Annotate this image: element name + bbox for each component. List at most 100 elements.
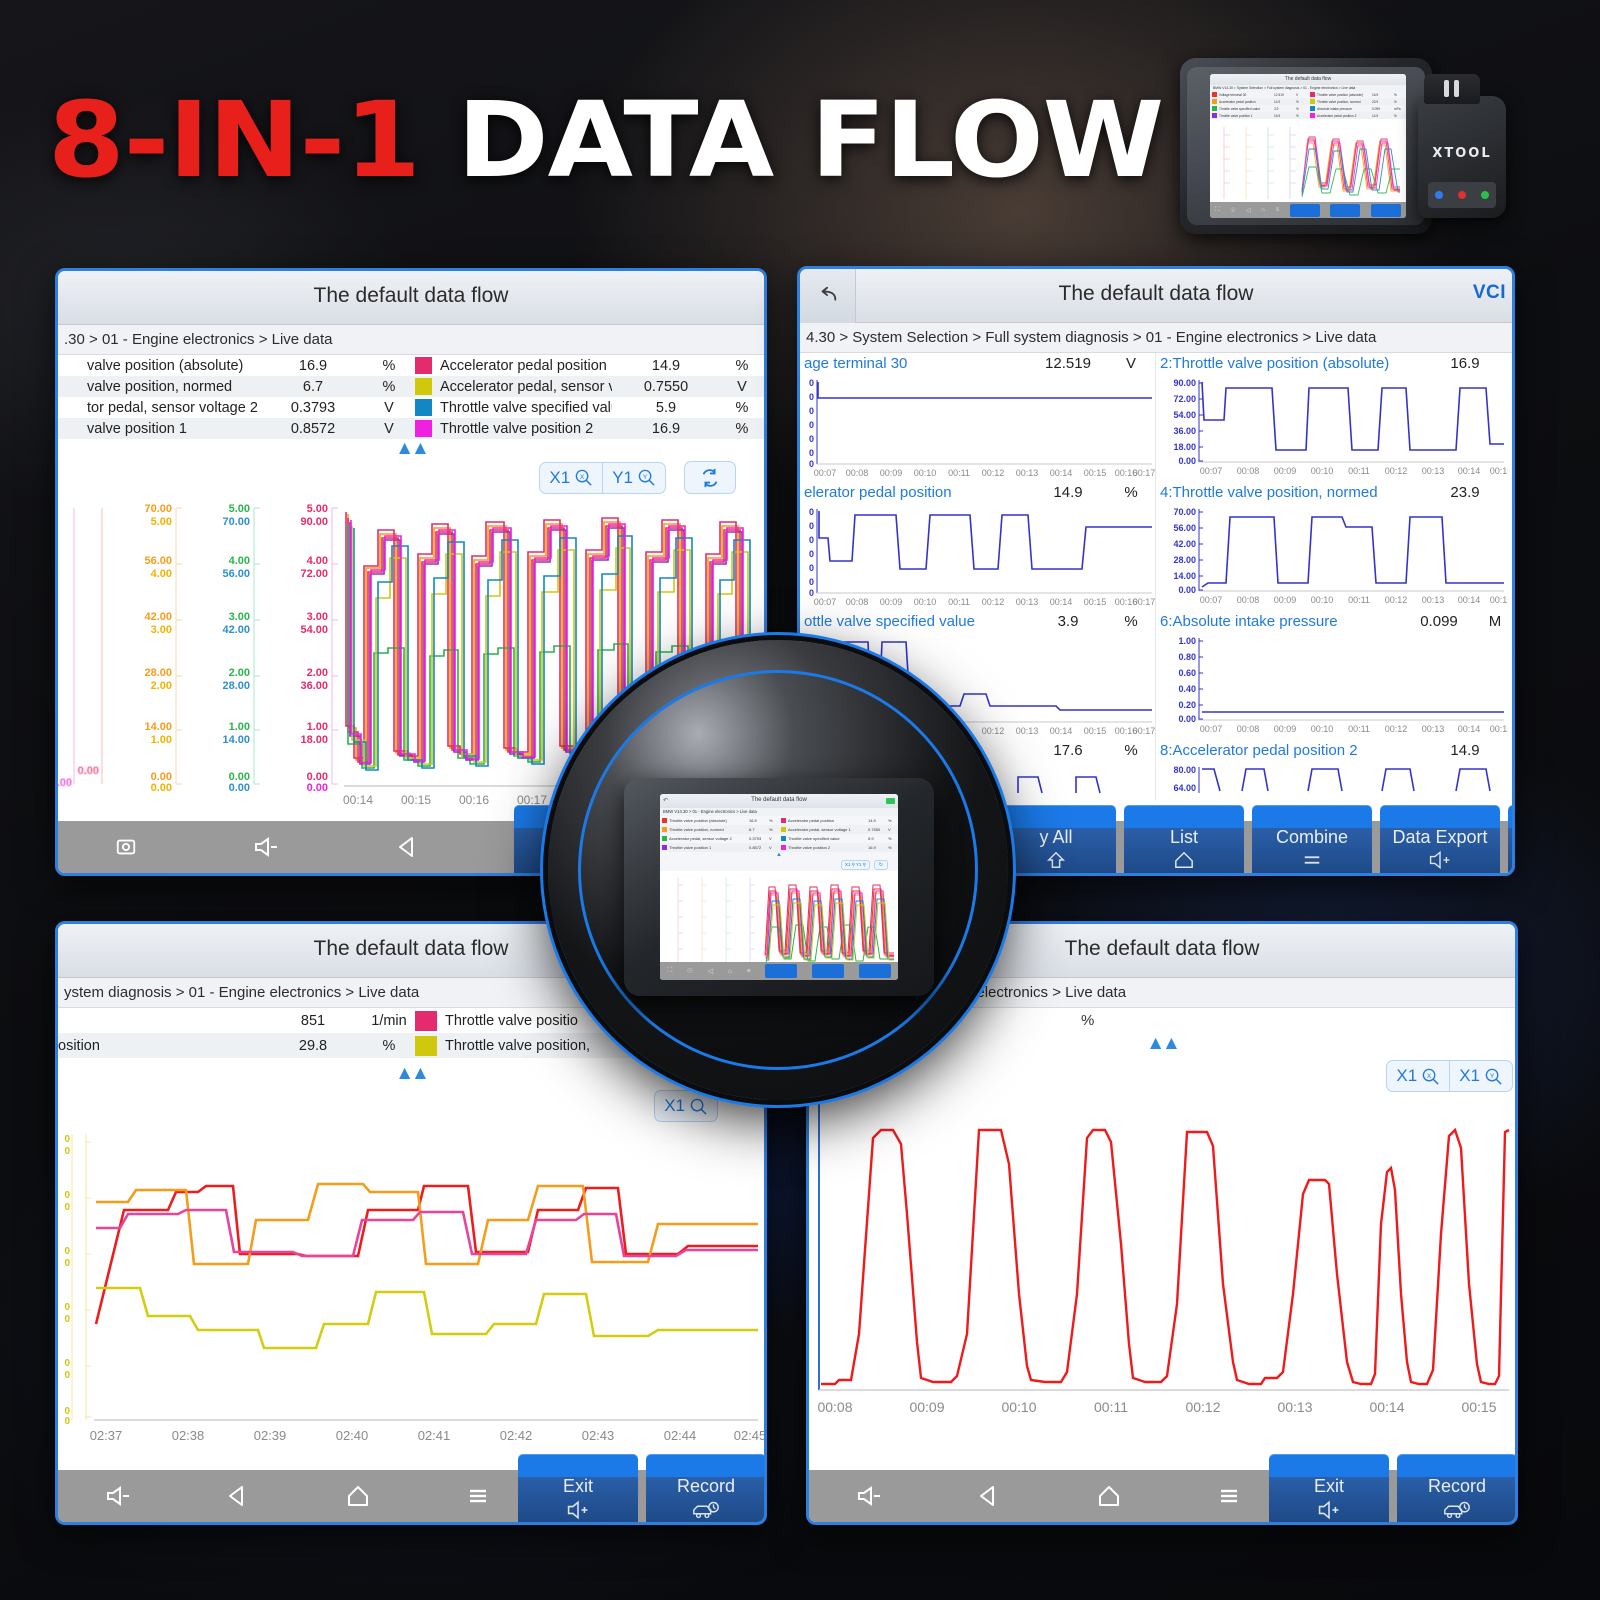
mini-graph-cell[interactable]: 6:Absolute intake pressure 0.099 M 1.00 0… [1156, 611, 1512, 740]
home-icon[interactable] [1095, 1482, 1123, 1510]
magnifier-loupe: The default data flow ↶ BMW V14.30 > 01 … [548, 640, 1008, 1100]
back-icon[interactable] [394, 833, 422, 861]
x-zoom-button-2[interactable]: X1 Y [1449, 1061, 1512, 1091]
x-zoom-button[interactable]: X1 [655, 1091, 717, 1121]
display-all-button[interactable]: y All [996, 805, 1116, 873]
svg-text:0.00: 0.00 [151, 771, 172, 783]
mini-graph-plot: 1.00 0.80 0.60 0.40 0.20 0.00 00:07 00:08 00:0… [1178, 636, 1508, 734]
pid-unit: V [737, 378, 747, 395]
vci-indicator: VCI [1472, 282, 1506, 303]
screenshot-icon[interactable] [115, 836, 137, 858]
graph-label: ottle valve specified value [804, 613, 975, 630]
svg-text:00:14: 00:14 [343, 793, 373, 807]
exit-button[interactable]: Exit [518, 1454, 638, 1522]
graph-unit: % [1124, 742, 1138, 759]
svg-text:0: 0 [64, 1406, 70, 1417]
y-zoom-button[interactable]: Y1 Y [602, 462, 665, 493]
volume-up-icon [1318, 1500, 1339, 1520]
table-row[interactable]: osition 29.8 % [58, 1033, 411, 1058]
pid-unit: % [735, 420, 749, 437]
svg-text:00:11: 00:11 [1094, 1399, 1128, 1415]
mini-graph-cell[interactable]: 4:Throttle valve position, normed 23.9 7… [1156, 482, 1512, 611]
menu-icon[interactable] [464, 1482, 492, 1510]
svg-text:0: 0 [64, 1258, 70, 1269]
svg-text:3.00: 3.00 [307, 611, 328, 623]
svg-text:00:14: 00:14 [1458, 724, 1481, 734]
collapse-chevron-icon[interactable]: ▲▲ [1146, 1033, 1181, 1054]
collapse-chevron-icon[interactable]: ▲▲ [395, 1063, 430, 1084]
svg-text:36.00: 36.00 [300, 680, 328, 692]
svg-text:00:16: 00:16 [1115, 597, 1138, 607]
svg-text:0.00: 0.00 [1178, 714, 1196, 724]
table-row[interactable]: valve position, normed 6.7 % [58, 376, 411, 397]
svg-text:00:07: 00:07 [1200, 595, 1223, 605]
svg-text:02:38: 02:38 [172, 1428, 205, 1443]
record-car-icon [1444, 1501, 1470, 1519]
live-data-column-right: Accelerator pedal position 14.9 % Accele… [411, 355, 764, 439]
pid-name: Throttle valve positio [445, 1012, 578, 1029]
table-row[interactable]: Throttle valve specified value 5.9 % [411, 397, 764, 418]
back-button[interactable] [800, 269, 856, 323]
svg-text:00:08: 00:08 [817, 1399, 852, 1415]
record-button[interactable]: Record [1397, 1454, 1515, 1522]
record-button-label: Record [676, 1476, 736, 1496]
pid-name: Accelerator pedal, sensor voltage 1 [440, 378, 612, 395]
table-row[interactable]: valve position (absolute) 16.9 % [58, 355, 411, 376]
back-icon[interactable] [975, 1482, 1003, 1510]
record-button[interactable]: Record [646, 1454, 764, 1522]
svg-text:0: 0 [64, 1416, 70, 1427]
record-button[interactable]: Record [1508, 805, 1512, 873]
table-row[interactable]: Throttle valve positio [411, 1008, 764, 1033]
volume-down-icon[interactable] [104, 1482, 132, 1510]
x-zoom-label-1: X1 [1396, 1066, 1418, 1085]
svg-text:00:14: 00:14 [1050, 597, 1073, 607]
svg-text:00:11: 00:11 [948, 468, 970, 478]
x-zoom-label-2: X1 [1459, 1066, 1480, 1085]
collapse-chevron-icon[interactable]: ▲▲ [395, 438, 430, 459]
svg-text:42.00: 42.00 [144, 611, 172, 623]
menu-icon[interactable] [1215, 1482, 1243, 1510]
pid-unit: % [382, 357, 396, 374]
svg-text:00:08: 00:08 [1237, 724, 1260, 734]
svg-text:28.00: 28.00 [144, 667, 172, 679]
headline-white-text: DATA FLOW [457, 79, 1164, 201]
svg-text:00:11: 00:11 [1348, 724, 1370, 734]
live-data-graph[interactable]: 00:08 00:09 00:10 00:11 00:12 00:13 00:14 00:… [809, 1094, 1515, 1434]
x-zoom-button[interactable]: X1 X [540, 463, 602, 493]
exit-button[interactable]: Exit [1269, 1454, 1389, 1522]
svg-text:00:09: 00:09 [1274, 595, 1297, 605]
data-export-label: Data Export [1392, 827, 1488, 847]
volume-down-icon[interactable] [252, 833, 280, 861]
svg-text:0: 0 [64, 1134, 70, 1145]
svg-text:0: 0 [64, 1246, 70, 1257]
home-icon[interactable] [344, 1482, 372, 1510]
mini-graph-cell[interactable]: 2:Throttle valve position (absolute) 16.… [1156, 353, 1512, 482]
live-data-graph[interactable]: 00 00 00 00 00 00 02:37 02:38 02:39 02:40 0… [58, 1124, 764, 1454]
svg-text:00:14: 00:14 [1050, 468, 1073, 478]
table-row[interactable]: valve position 1 0.8572 V [58, 418, 411, 439]
svg-text:00:17: 00:17 [517, 793, 547, 807]
page-title: The default data flow [313, 284, 509, 307]
combine-button[interactable]: Combine [1252, 805, 1372, 873]
svg-text:00:15: 00:15 [1084, 468, 1107, 478]
table-row[interactable]: Throttle valve position 2 16.9 % [411, 418, 764, 439]
volume-down-icon[interactable] [855, 1482, 883, 1510]
mini-graph-plot: 80.00 64.00 [1173, 765, 1491, 793]
table-row[interactable]: Accelerator pedal position 14.9 % [411, 355, 764, 376]
x-zoom-button-1[interactable]: X1 X [1387, 1061, 1449, 1091]
back-icon[interactable] [224, 1482, 252, 1510]
table-row[interactable]: 851 1/min [58, 1008, 411, 1033]
refresh-button[interactable] [684, 461, 736, 494]
table-row[interactable]: Accelerator pedal, sensor voltage 1 0.75… [411, 376, 764, 397]
data-export-button[interactable]: Data Export [1380, 805, 1500, 873]
svg-text:0.00: 0.00 [1178, 456, 1196, 466]
mini-graph-cell[interactable]: 8:Accelerator pedal position 2 14.9 80.0… [1156, 740, 1512, 801]
list-button[interactable]: List [1124, 805, 1244, 873]
svg-text:0: 0 [809, 549, 814, 559]
table-row[interactable]: tor pedal, sensor voltage 2 0.3793 V [58, 397, 411, 418]
svg-text:0: 0 [64, 1314, 70, 1325]
pid-value: 851 [300, 1012, 326, 1029]
pid-unit: V [384, 420, 394, 437]
